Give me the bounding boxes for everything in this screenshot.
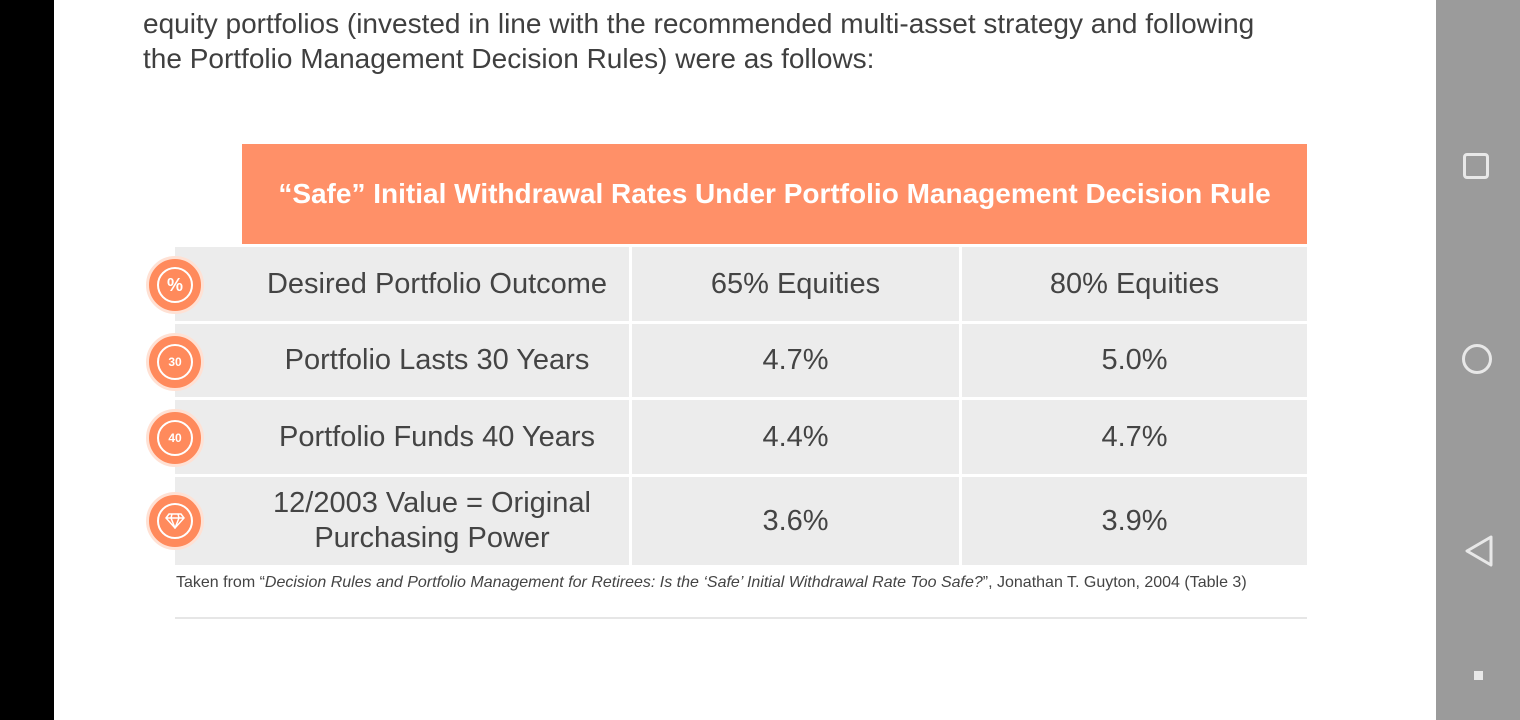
table-header-row: Desired Portfolio Outcome 65% Equities 8… [175,247,1307,321]
row-65-value: 4.7% [632,324,959,397]
header-outcome: Desired Portfolio Outcome [175,247,629,321]
diamond-icon [165,513,185,529]
row-label: Portfolio Funds 40 Years [175,400,629,474]
row-label: 12/2003 Value = Original Purchasing Powe… [175,477,629,565]
back-icon[interactable] [1463,534,1495,568]
badge-40-label: 40 [157,420,193,456]
table-row: Portfolio Lasts 30 Years 4.7% 5.0% [175,324,1307,397]
row-label: Portfolio Lasts 30 Years [175,324,629,397]
table-row: 12/2003 Value = Original Purchasing Powe… [175,477,1307,565]
percent-symbol: % [157,267,193,303]
row-65-value: 4.4% [632,400,959,474]
row-80-value: 3.9% [962,477,1307,565]
diamond-badge-icon [146,492,204,550]
left-black-bar [0,0,54,720]
intro-paragraph: equity portfolios (invested in line with… [143,6,1323,76]
table-title: “Safe” Initial Withdrawal Rates Under Po… [242,144,1307,244]
intro-line-1: equity portfolios (invested in line with… [143,8,1255,39]
table-row: Portfolio Funds 40 Years 4.4% 4.7% [175,400,1307,474]
header-65-equities: 65% Equities [632,247,959,321]
home-icon[interactable] [1462,344,1492,374]
source-title: Decision Rules and Portfolio Management … [264,574,983,591]
header-80-equities: 80% Equities [962,247,1307,321]
percent-badge-icon: % [146,256,204,314]
document-page: equity portfolios (invested in line with… [54,0,1436,720]
divider [175,617,1307,619]
android-navigation-bar [1436,0,1520,720]
row-80-value: 5.0% [962,324,1307,397]
source-prefix: Taken from “ [176,574,265,591]
menu-dot-icon[interactable] [1474,671,1483,680]
intro-line-2: the Portfolio Management Decision Rules)… [143,43,875,74]
recent-apps-icon[interactable] [1463,153,1489,179]
table-source-citation: Taken from “Decision Rules and Portfolio… [176,572,1276,593]
source-suffix: ”, Jonathan T. Guyton, 2004 (Table 3) [982,574,1247,591]
row-80-value: 4.7% [962,400,1307,474]
badge-30-label: 30 [157,344,193,380]
40-years-badge-icon: 40 [146,409,204,467]
row-65-value: 3.6% [632,477,959,565]
30-years-badge-icon: 30 [146,333,204,391]
